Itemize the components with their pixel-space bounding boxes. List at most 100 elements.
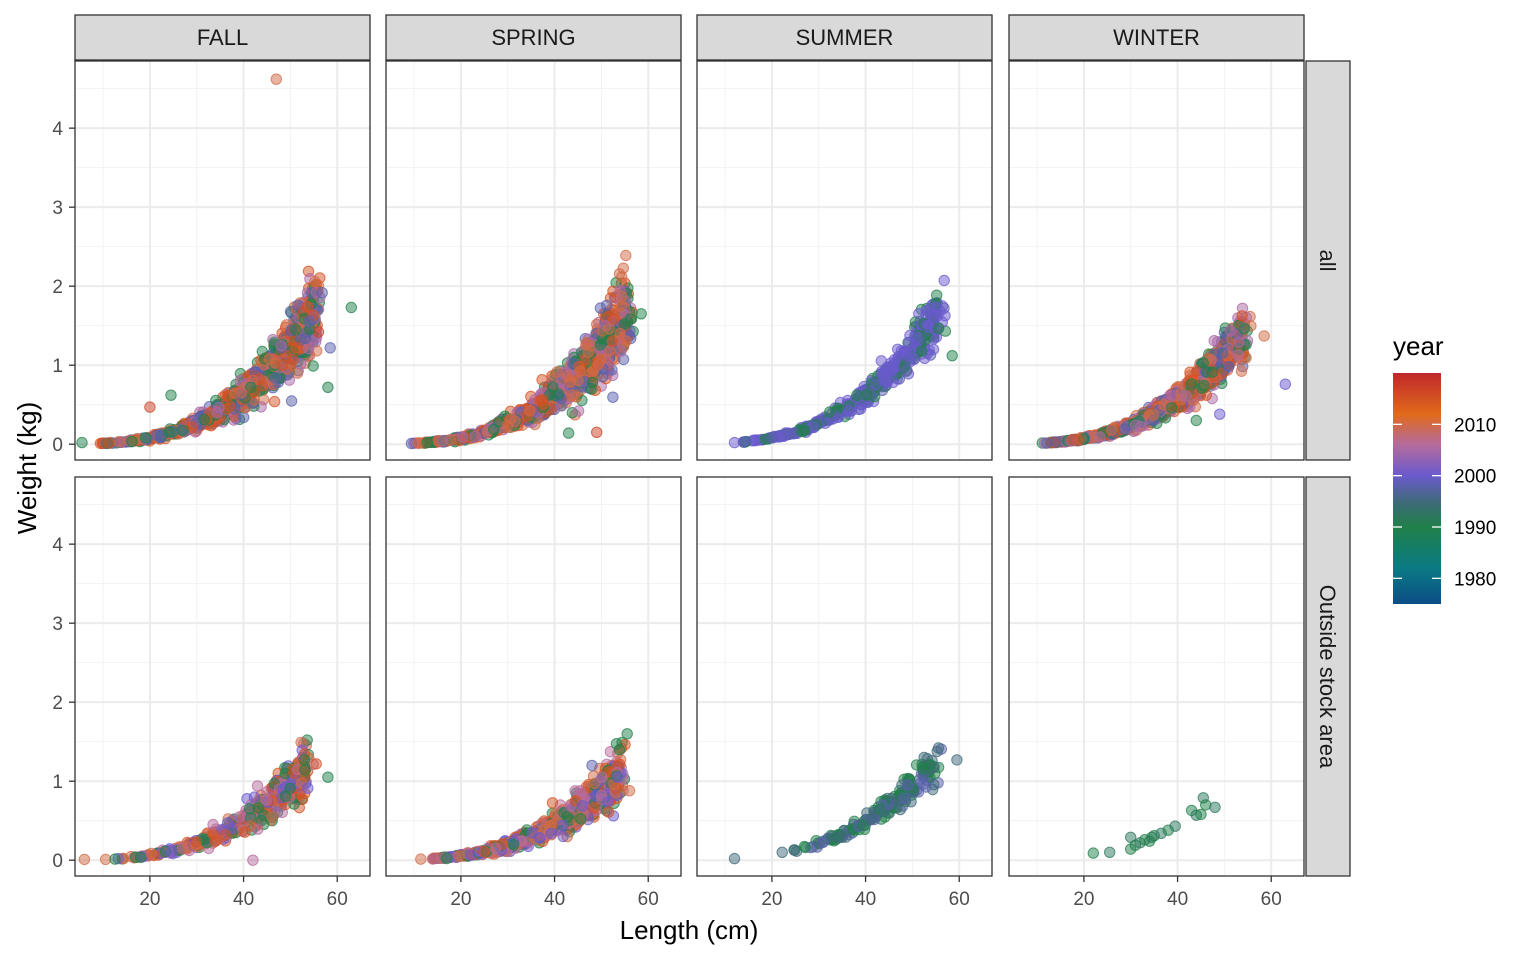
data-point (798, 840, 811, 853)
data-point (1197, 357, 1209, 369)
panel-background (1009, 477, 1304, 876)
data-point (144, 401, 156, 413)
data-point (310, 758, 322, 770)
data-point (586, 759, 598, 772)
y-tick-label: 1 (52, 356, 63, 377)
panel-border (385, 60, 682, 461)
data-point (182, 841, 194, 853)
panel-fall-all (74, 60, 371, 461)
data-point (588, 777, 601, 790)
data-point (456, 431, 469, 443)
data-point (294, 787, 306, 800)
data-point (1180, 390, 1192, 402)
facet-strip-spring (385, 14, 682, 61)
data-point (276, 359, 288, 371)
data-point (562, 427, 575, 439)
data-point (1185, 378, 1198, 390)
data-point (591, 426, 603, 438)
panel-background (386, 477, 681, 876)
data-point (924, 302, 936, 315)
panel-background (697, 477, 992, 876)
data-point (247, 854, 259, 866)
data-point (927, 343, 940, 356)
data-point (421, 436, 434, 449)
y-tick-label: 2 (52, 277, 63, 298)
panel-border (385, 476, 682, 877)
data-point (134, 851, 147, 864)
data-point (596, 771, 608, 783)
data-point (233, 811, 246, 823)
data-point (453, 850, 465, 862)
data-point (635, 308, 647, 320)
facet-row-strip-label: all (1315, 249, 1340, 271)
data-point (103, 437, 115, 449)
data-point (1200, 799, 1212, 811)
data-point (238, 411, 250, 424)
data-point (245, 381, 257, 394)
data-point (126, 435, 138, 448)
x-tick-label: 20 (1073, 889, 1094, 910)
data-point (913, 307, 925, 320)
data-point (938, 274, 950, 287)
points-group (728, 742, 963, 865)
facet-strip-label: SUMMER (796, 25, 894, 50)
x-tick-label: 40 (1167, 889, 1188, 910)
data-point (1195, 808, 1207, 821)
data-point (1165, 402, 1178, 414)
y-tick-label: 4 (52, 535, 63, 556)
data-point (1233, 336, 1245, 348)
data-point (749, 435, 761, 447)
panel-spring-outside-stock-area (385, 476, 682, 877)
legend-tick-label: 2010 (1454, 415, 1496, 436)
data-point (299, 764, 311, 776)
panel-border (1008, 60, 1305, 461)
data-point (534, 832, 546, 844)
data-point (478, 845, 490, 858)
data-point (285, 395, 298, 407)
facet-row-strip-label: Outside stock area (1315, 585, 1340, 769)
data-point (1232, 349, 1245, 361)
data-point (594, 339, 606, 351)
points-group (78, 734, 334, 866)
y-tick-label: 0 (52, 851, 63, 872)
data-point (606, 335, 619, 347)
data-point (619, 318, 631, 330)
x-tick-label: 20 (761, 889, 782, 910)
x-tick-label: 60 (327, 889, 348, 910)
data-point (1206, 366, 1219, 378)
data-point (620, 249, 632, 262)
panel-border (696, 476, 993, 877)
data-point (855, 403, 867, 415)
data-point (603, 323, 615, 335)
data-point (911, 331, 924, 343)
data-point (545, 827, 558, 840)
data-point (209, 835, 222, 847)
data-point (263, 353, 276, 365)
data-point (239, 826, 251, 838)
data-point (592, 358, 604, 371)
data-point (621, 728, 633, 740)
data-point (243, 803, 256, 815)
x-tick-label: 20 (450, 889, 471, 910)
points-group (76, 73, 357, 450)
x-tick-label: 40 (855, 889, 876, 910)
data-point (1198, 379, 1210, 392)
data-point (614, 327, 626, 340)
data-point (302, 782, 314, 794)
data-point (256, 380, 268, 392)
data-point (1209, 801, 1221, 813)
data-point (1066, 433, 1079, 446)
data-point (898, 792, 911, 804)
data-point (916, 345, 928, 357)
data-point (415, 853, 427, 865)
data-point (303, 316, 315, 328)
data-point (939, 310, 951, 322)
data-point (833, 831, 845, 844)
data-point (946, 350, 958, 362)
data-point (441, 852, 453, 865)
data-point (290, 324, 302, 336)
data-point (788, 844, 800, 856)
facet-strip-label: SPRING (491, 25, 575, 50)
panel-border (1008, 476, 1305, 877)
data-point (536, 374, 548, 386)
